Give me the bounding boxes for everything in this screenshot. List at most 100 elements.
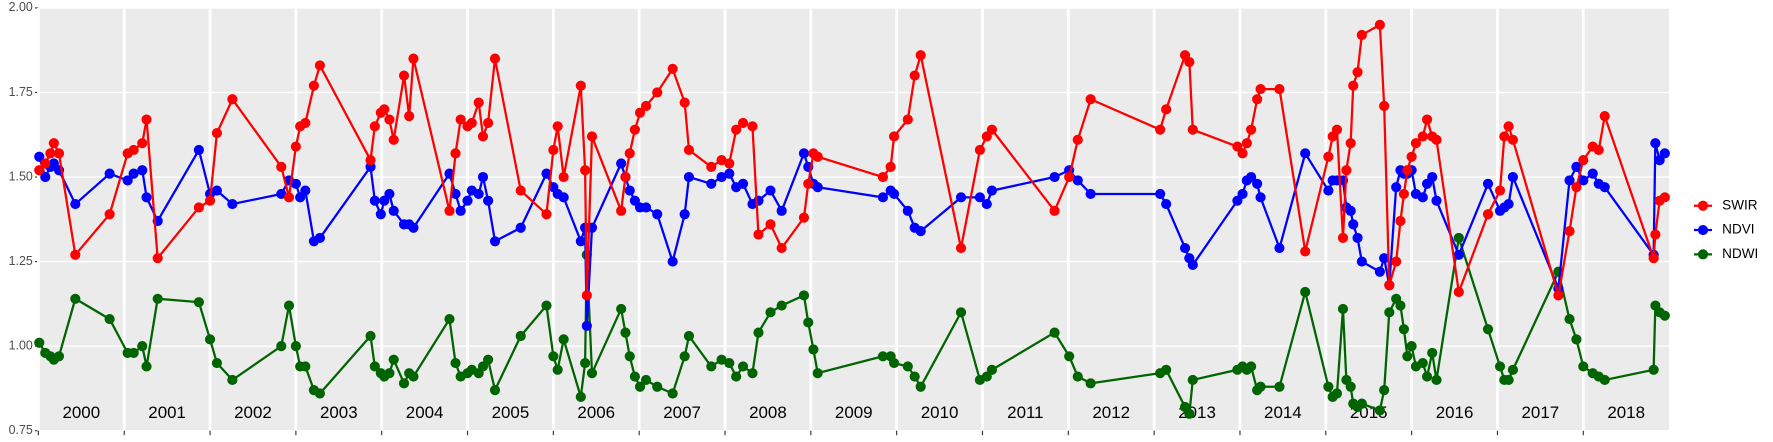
point xyxy=(1453,286,1464,298)
point xyxy=(455,205,466,216)
point xyxy=(1599,111,1610,122)
point xyxy=(1348,80,1359,91)
point xyxy=(581,320,592,331)
point xyxy=(1593,144,1604,156)
point xyxy=(1384,307,1395,318)
point xyxy=(1274,242,1285,254)
point xyxy=(398,70,410,81)
point xyxy=(548,351,559,362)
point xyxy=(1184,56,1195,68)
point xyxy=(624,148,635,159)
point xyxy=(634,107,646,118)
point xyxy=(388,354,399,365)
year-label: 2003 xyxy=(320,403,358,422)
point xyxy=(586,131,598,142)
point xyxy=(1599,182,1610,193)
point xyxy=(724,158,735,169)
point xyxy=(1049,205,1060,216)
point xyxy=(211,357,222,369)
point xyxy=(473,97,484,108)
point xyxy=(640,100,652,112)
point xyxy=(70,198,81,210)
point xyxy=(276,161,287,172)
point xyxy=(586,368,598,379)
point xyxy=(667,256,678,267)
point xyxy=(552,364,563,375)
point xyxy=(466,117,477,128)
point xyxy=(731,124,742,135)
point xyxy=(1417,131,1428,142)
point xyxy=(1402,165,1413,176)
point xyxy=(955,192,967,203)
point xyxy=(1345,381,1356,392)
point xyxy=(737,117,749,128)
point xyxy=(581,290,592,301)
year-label: 2005 xyxy=(492,403,530,422)
point xyxy=(1384,280,1395,291)
year-label: 2001 xyxy=(148,403,186,422)
point xyxy=(1395,300,1406,311)
y-tick-label: 1.25 xyxy=(9,254,33,268)
point xyxy=(765,185,776,196)
point xyxy=(580,165,591,176)
point xyxy=(137,341,148,352)
legend-swatch xyxy=(1697,249,1709,260)
year-label: 2006 xyxy=(577,403,615,422)
point xyxy=(679,97,690,108)
legend-label: SWIR xyxy=(1722,197,1758,212)
point xyxy=(1391,256,1402,267)
point xyxy=(877,192,889,203)
point xyxy=(1246,171,1257,183)
point xyxy=(1323,185,1334,196)
point xyxy=(104,209,115,220)
point xyxy=(1395,215,1406,227)
point xyxy=(1255,381,1266,392)
point xyxy=(137,165,148,176)
point xyxy=(53,351,65,362)
point xyxy=(1507,171,1518,183)
point xyxy=(776,205,787,216)
point xyxy=(1659,148,1670,159)
point xyxy=(1648,253,1659,264)
point xyxy=(1085,378,1096,389)
point xyxy=(877,171,889,183)
point xyxy=(34,337,45,348)
year-label: 2012 xyxy=(1092,403,1130,422)
point xyxy=(667,388,678,399)
point xyxy=(812,151,823,162)
point xyxy=(1237,188,1248,200)
point xyxy=(122,175,133,186)
point xyxy=(290,341,301,352)
point xyxy=(1482,209,1494,220)
point xyxy=(616,158,627,169)
point xyxy=(1331,124,1343,135)
point xyxy=(193,297,204,308)
point xyxy=(283,192,295,203)
point xyxy=(753,327,764,338)
point xyxy=(1274,381,1285,392)
point xyxy=(877,351,889,362)
point xyxy=(1072,134,1083,145)
y-tick-label: 1.00 xyxy=(9,338,33,352)
year-label: 2008 xyxy=(749,403,787,422)
point xyxy=(1374,266,1385,277)
point xyxy=(283,300,295,311)
point xyxy=(1352,232,1363,243)
point xyxy=(706,161,717,172)
point xyxy=(765,307,776,318)
point xyxy=(575,80,586,91)
point xyxy=(515,330,526,342)
point xyxy=(40,158,51,169)
year-label: 2002 xyxy=(234,403,272,422)
point xyxy=(640,202,652,213)
point xyxy=(706,361,717,372)
point xyxy=(1155,188,1166,200)
point xyxy=(128,347,139,358)
point xyxy=(652,87,663,98)
point xyxy=(541,300,552,311)
point xyxy=(388,205,399,216)
point xyxy=(667,63,678,74)
point xyxy=(1587,168,1598,179)
point xyxy=(1300,246,1311,257)
point xyxy=(375,209,386,220)
